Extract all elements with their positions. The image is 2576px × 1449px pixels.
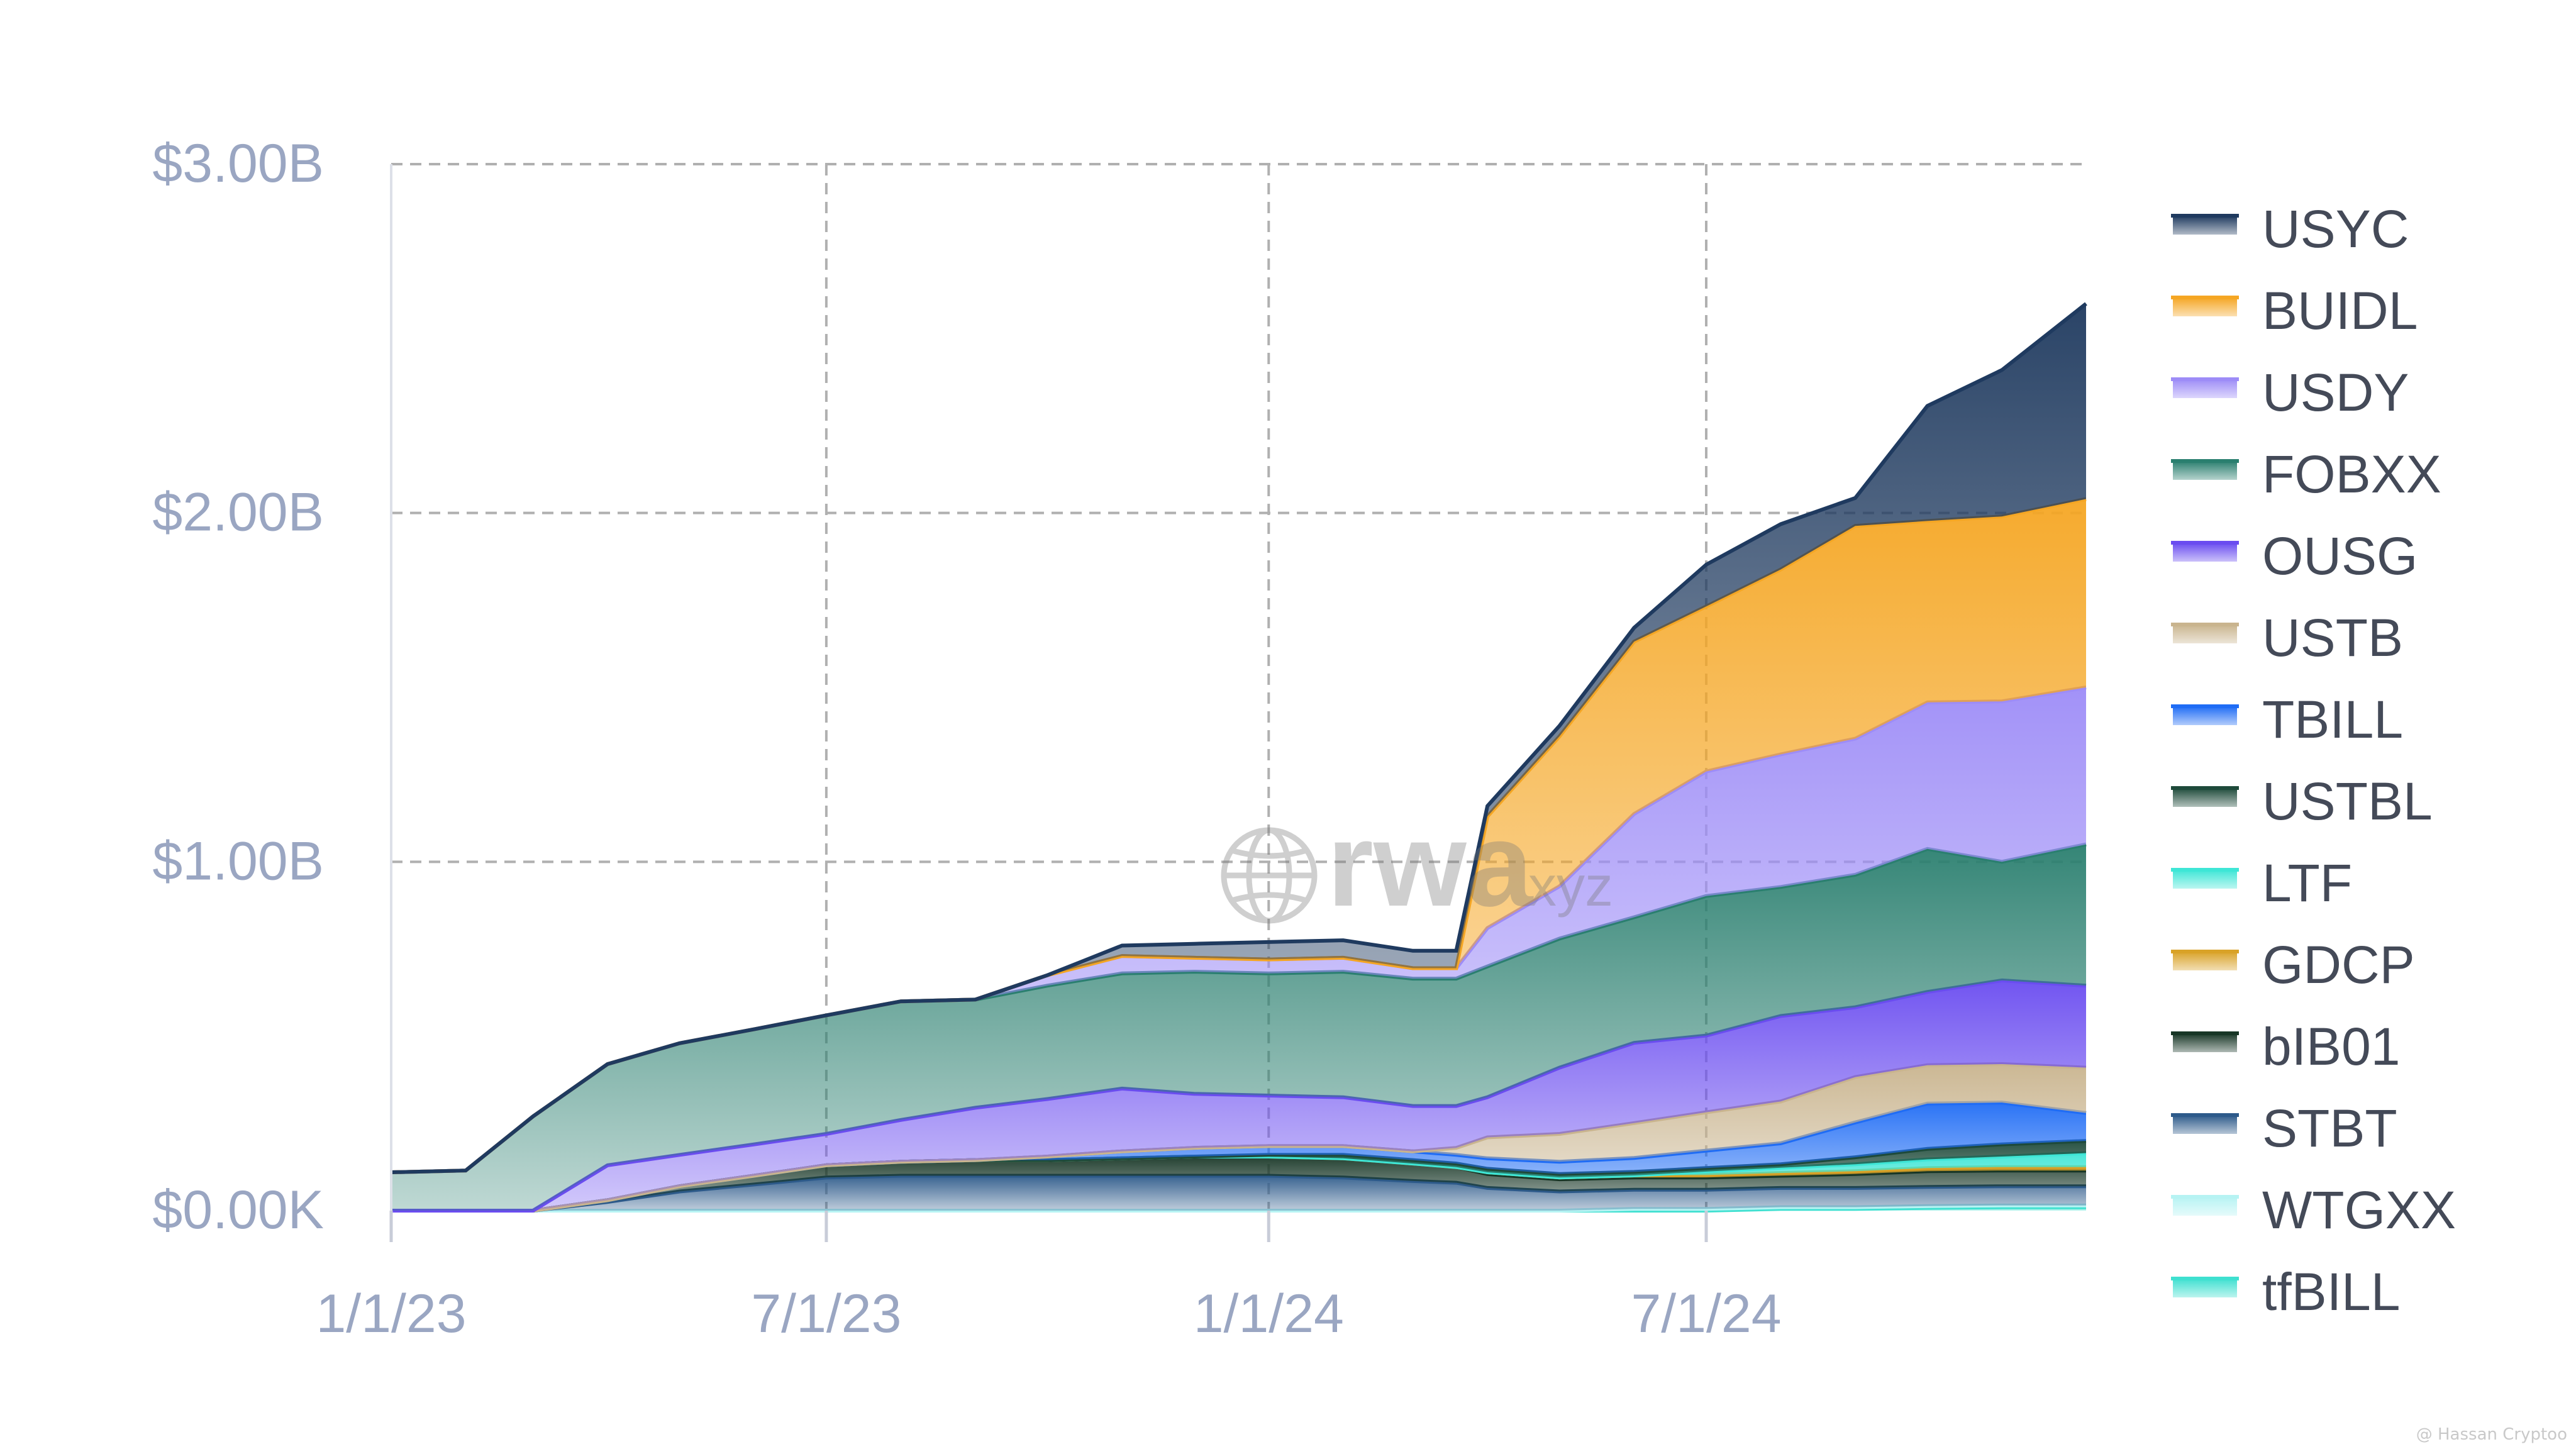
legend-label: WTGXX xyxy=(2262,1180,2456,1240)
area-ustb[interactable] xyxy=(391,1064,2086,1211)
area-fobxx[interactable] xyxy=(391,844,2086,1211)
axes: $0.00K $1.00B $2.00B $3.00B 1/1/23 7/1/23 1/1/… xyxy=(152,133,1781,1344)
legend-item-stbt[interactable]: STBT xyxy=(2171,1099,2397,1158)
globe-icon xyxy=(1221,827,1318,924)
legend-item-ustbl[interactable]: USTBL xyxy=(2171,772,2433,831)
area-tbill[interactable] xyxy=(391,1102,2086,1211)
watermark-suffix: .xyz xyxy=(1513,855,1613,918)
legend-item-buidl[interactable]: BUIDL xyxy=(2171,281,2418,340)
legend-swatch xyxy=(2173,788,2237,807)
y-tick-label: $0.00K xyxy=(152,1180,324,1240)
y-tick-label: $1.00B xyxy=(152,831,324,891)
x-tick-label: 7/1/24 xyxy=(1631,1284,1781,1344)
legend-item-ousg[interactable]: OUSG xyxy=(2171,526,2418,586)
legend-label: USDY xyxy=(2262,363,2409,422)
legend-item-tbill[interactable]: TBILL xyxy=(2171,690,2403,749)
area-tfbill[interactable] xyxy=(391,1207,2086,1211)
credit-text: @ Hassan Cryptoo xyxy=(2416,1425,2567,1444)
legend-label: tfBILL xyxy=(2262,1262,2400,1321)
legend-swatch xyxy=(2173,1279,2237,1297)
legend-label: OUSG xyxy=(2262,526,2418,586)
legend-swatch xyxy=(2173,1197,2237,1216)
legend-item-ustb[interactable]: USTB xyxy=(2171,608,2403,667)
legend-label: STBT xyxy=(2262,1099,2397,1158)
watermark-logo: rwa .xyz xyxy=(1221,798,1613,931)
legend-item-fobxx[interactable]: FOBXX xyxy=(2171,445,2441,504)
legend-label: bIB01 xyxy=(2262,1017,2401,1076)
legend-swatch xyxy=(2173,952,2237,970)
line-usyc xyxy=(391,302,2087,1174)
legend-item-usyc[interactable]: USYC xyxy=(2171,199,2409,258)
legend-swatch xyxy=(2173,1033,2237,1052)
legend-swatch xyxy=(2173,461,2237,480)
legend-swatch xyxy=(2173,379,2237,398)
legend-swatch xyxy=(2173,706,2237,725)
legend-swatch xyxy=(2173,1115,2237,1134)
legend-swatch xyxy=(2173,543,2237,562)
x-tick-label: 1/1/23 xyxy=(316,1284,466,1344)
legend-swatch xyxy=(2173,216,2237,235)
y-tick-label: $2.00B xyxy=(152,482,324,543)
legend-item-usdy[interactable]: USDY xyxy=(2171,363,2409,422)
legend-item-ltf[interactable]: LTF xyxy=(2171,853,2352,913)
y-tick-label: $3.00B xyxy=(152,133,324,194)
area-bib01[interactable] xyxy=(391,1157,2086,1211)
legend-item-wtgxx[interactable]: WTGXX xyxy=(2171,1180,2456,1240)
legend-label: USYC xyxy=(2262,199,2409,258)
legend: USYC BUIDL USDY FOBXX OUSG USTB TBILL USTBL LTF G… xyxy=(2171,199,2456,1321)
legend-item-bib01[interactable]: bIB01 xyxy=(2171,1017,2401,1076)
legend-swatch xyxy=(2173,870,2237,889)
x-tick-label: 7/1/23 xyxy=(751,1284,901,1344)
watermark-text: rwa xyxy=(1327,798,1534,931)
legend-label: USTB xyxy=(2262,608,2403,667)
legend-swatch xyxy=(2173,297,2237,316)
legend-label: LTF xyxy=(2262,853,2352,913)
x-tick-label: 1/1/24 xyxy=(1194,1284,1344,1344)
area-usdy[interactable] xyxy=(391,687,2086,1172)
legend-label: GDCP xyxy=(2262,935,2415,994)
areas xyxy=(391,302,2087,1213)
area-buidl[interactable] xyxy=(391,499,2086,1173)
legend-label: USTBL xyxy=(2262,772,2433,831)
legend-swatch xyxy=(2173,625,2237,643)
legend-label: BUIDL xyxy=(2262,281,2418,340)
legend-item-gdcp[interactable]: GDCP xyxy=(2171,935,2415,994)
area-stbt[interactable] xyxy=(391,1175,2086,1211)
legend-label: FOBXX xyxy=(2262,445,2441,504)
legend-item-tfbill[interactable]: tfBILL xyxy=(2171,1262,2400,1321)
legend-label: TBILL xyxy=(2262,690,2403,749)
